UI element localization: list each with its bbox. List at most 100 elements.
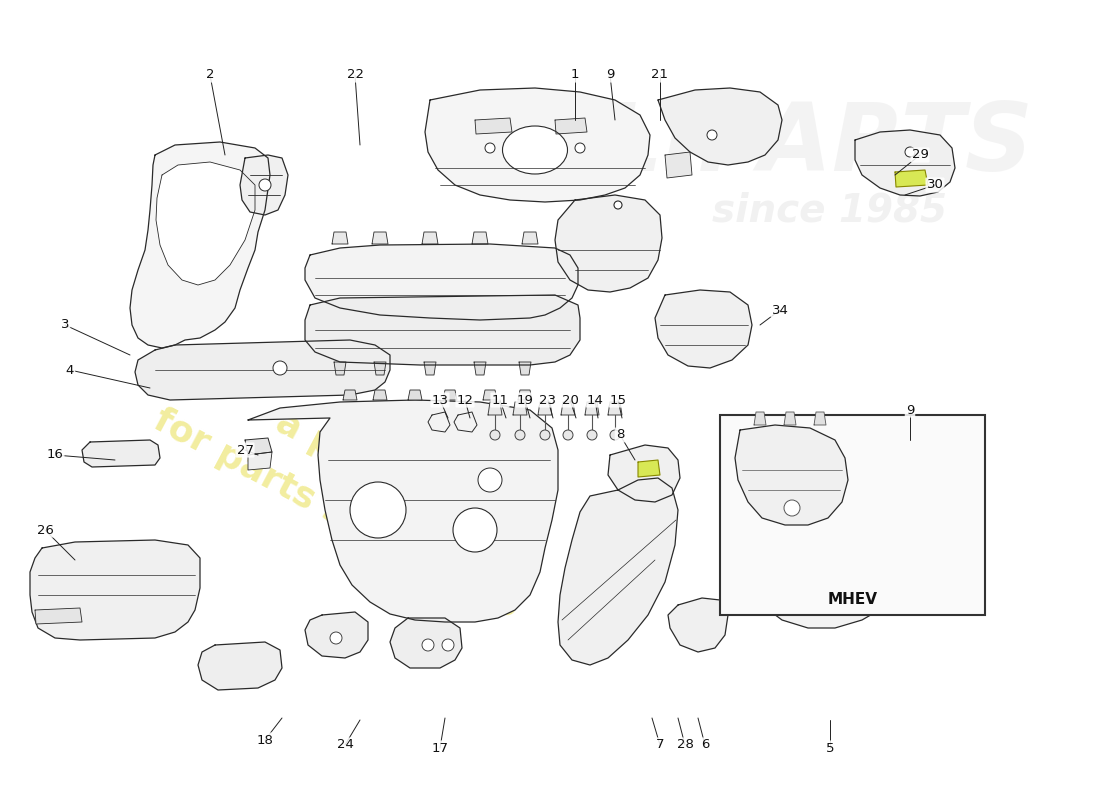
Text: ELLIPARTS: ELLIPARTS [477,99,1033,191]
Polygon shape [245,438,272,455]
Circle shape [707,130,717,140]
Text: 11: 11 [492,394,508,406]
Polygon shape [735,425,848,525]
Circle shape [330,632,342,644]
Text: 29: 29 [912,149,928,162]
Polygon shape [742,472,928,628]
Text: 27: 27 [236,443,253,457]
Text: 22: 22 [346,69,363,82]
Circle shape [442,639,454,651]
Text: 12: 12 [456,394,473,406]
Text: 13: 13 [431,394,449,406]
Circle shape [905,147,915,157]
Polygon shape [519,362,531,375]
Circle shape [515,430,525,440]
Polygon shape [666,152,692,178]
Polygon shape [240,155,288,215]
Polygon shape [472,232,488,244]
Text: 23: 23 [539,394,557,406]
Polygon shape [425,88,650,202]
Text: 1: 1 [571,69,580,82]
Text: since 1985: since 1985 [713,191,947,229]
Text: 2: 2 [206,69,214,82]
Polygon shape [454,412,477,432]
Text: MHEV: MHEV [827,593,878,607]
Text: 24: 24 [337,738,353,751]
Polygon shape [654,290,752,368]
Circle shape [350,482,406,538]
Polygon shape [784,412,796,425]
Text: 20: 20 [562,394,579,406]
Text: 15: 15 [609,394,627,406]
Polygon shape [305,244,578,320]
Ellipse shape [503,126,568,174]
Circle shape [563,430,573,440]
Polygon shape [305,295,580,365]
Circle shape [784,500,800,516]
Polygon shape [608,445,680,502]
FancyBboxPatch shape [720,415,984,615]
Circle shape [852,502,868,518]
Text: 14: 14 [586,394,604,406]
Polygon shape [334,362,346,375]
Polygon shape [248,452,272,470]
Text: 9: 9 [606,69,614,82]
Polygon shape [248,400,558,622]
Circle shape [422,639,435,651]
Text: 16: 16 [46,449,64,462]
Circle shape [540,430,550,440]
Polygon shape [561,402,575,415]
Polygon shape [668,598,728,652]
Circle shape [485,143,495,153]
Circle shape [478,468,502,492]
Polygon shape [518,390,532,400]
Text: 9: 9 [905,403,914,417]
Polygon shape [35,608,82,624]
Polygon shape [658,88,782,165]
Polygon shape [156,162,255,285]
Text: 8: 8 [616,429,624,442]
Circle shape [453,508,497,552]
Text: 21: 21 [651,69,669,82]
Polygon shape [776,496,888,590]
Polygon shape [638,460,660,477]
Polygon shape [483,390,497,400]
Circle shape [587,430,597,440]
Text: 17: 17 [431,742,449,754]
Circle shape [490,430,500,440]
Text: 5: 5 [826,742,834,754]
Polygon shape [443,390,456,400]
Text: 3: 3 [60,318,69,331]
Polygon shape [488,402,502,415]
Text: 34: 34 [771,303,789,317]
Polygon shape [474,362,486,375]
Polygon shape [374,362,386,375]
Polygon shape [198,642,282,690]
Polygon shape [343,390,358,400]
Polygon shape [408,390,422,400]
Text: 30: 30 [926,178,944,191]
Text: 7: 7 [656,738,664,751]
Circle shape [610,430,620,440]
Circle shape [813,520,857,564]
Polygon shape [82,440,160,467]
Polygon shape [332,232,348,244]
Text: 6: 6 [701,738,710,751]
Polygon shape [895,170,928,187]
Polygon shape [130,142,270,348]
Polygon shape [30,540,200,640]
Text: 4: 4 [66,363,74,377]
Polygon shape [135,340,390,400]
Polygon shape [422,232,438,244]
Circle shape [575,143,585,153]
Polygon shape [475,118,512,134]
Polygon shape [558,478,678,665]
Polygon shape [522,232,538,244]
Polygon shape [428,412,450,432]
Text: 18: 18 [256,734,274,746]
Polygon shape [556,195,662,292]
Polygon shape [855,130,955,196]
Polygon shape [608,402,622,415]
Polygon shape [305,612,369,658]
Text: 26: 26 [36,523,54,537]
